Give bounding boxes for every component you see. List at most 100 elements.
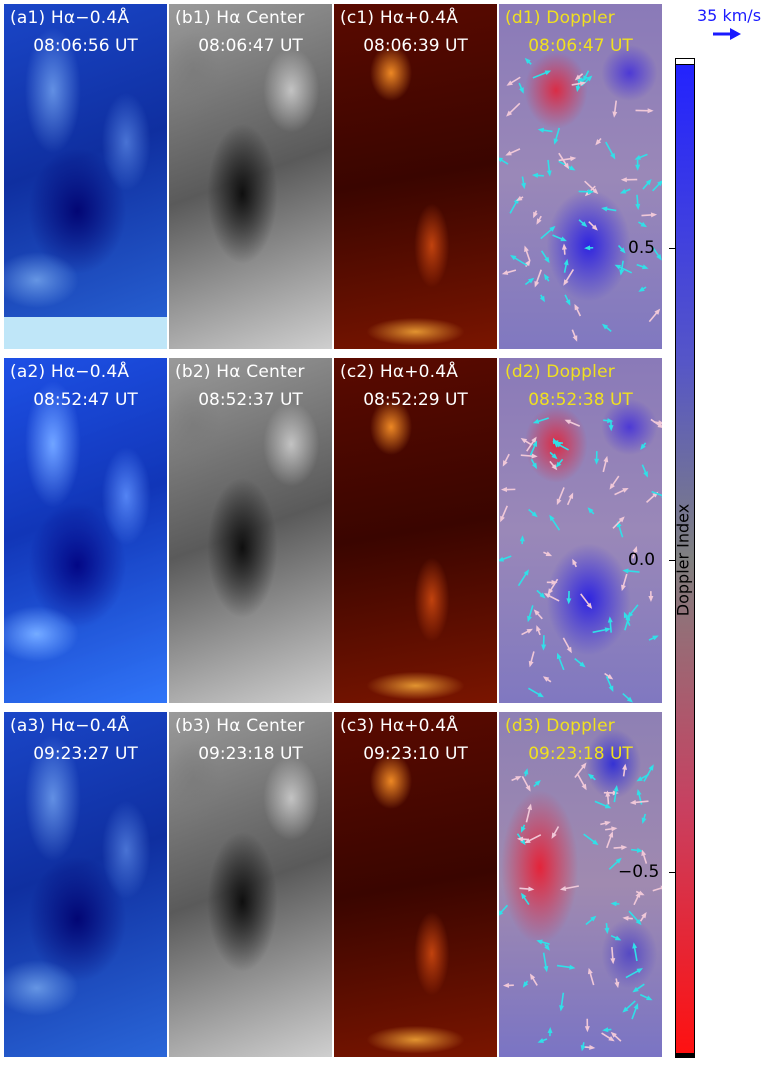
velocity-arrowhead [591,224,598,231]
velocity-arrowhead [565,299,571,306]
velocity-arrowhead [532,440,538,447]
velocity-arrowhead [537,127,545,133]
velocity-arrowhead [544,944,550,951]
velocity-arrowhead [537,1038,545,1043]
velocity-arrowhead [632,986,639,993]
velocity-arrowhead [602,1027,609,1033]
velocity-arrowhead [615,857,622,864]
colorbar-label: Doppler Index [673,503,693,617]
velocity-arrowhead [523,569,529,576]
velocity-arrowhead [556,652,562,660]
velocity-arrowhead [640,443,646,451]
velocity-arrowhead [652,635,659,641]
velocity-arrowhead [579,81,587,86]
velocity-arrowhead [658,420,662,426]
velocity-arrowhead [586,602,593,609]
velocity-arrowhead [632,942,638,949]
velocity-arrowhead [614,935,622,941]
velocity-arrowhead [645,179,652,186]
velocity-arrowhead [547,588,554,595]
velocity-arrowhead [595,139,602,146]
velocity-arrowhead [551,453,558,460]
velocity-arrowhead [622,915,629,921]
velocity-arrowhead [555,461,562,468]
velocity-arrowhead [613,785,619,792]
velocity-arrowhead [572,335,578,342]
velocity-arrowhead [604,627,612,633]
velocity-arrowhead [534,280,540,288]
velocity-arrowhead [622,487,629,493]
velocity-arrowhead [545,551,553,557]
panel-b1: (b1) Hα Center 08:06:47 UT [169,4,332,349]
panel-b3: (b3) Hα Center 09:23:18 UT [169,712,332,1057]
velocity-arrowhead [559,1005,565,1012]
velocity-arrowhead [632,545,638,553]
velocity-arrowhead [641,912,647,919]
colorbar-tick-0.0: 0.0 [628,550,656,570]
velocity-arrowhead [531,462,538,470]
velocity-arrowhead [656,254,662,261]
velocity-arrowhead [549,225,556,232]
velocity-arrowhead [559,886,567,891]
velocity-arrowhead [623,611,629,619]
velocity-arrowhead [594,458,600,465]
velocity-arrowhead [537,692,544,698]
velocity-arrowhead [579,661,586,668]
velocity-arrowhead [525,785,531,792]
velocity-arrowhead [648,764,654,771]
velocity-arrowhead [587,189,595,195]
panel-b1-label: (b1) Hα Center [175,8,305,28]
velocity-arrowhead [527,803,532,811]
velocity-arrowhead [620,177,627,183]
velocity-arrowhead [533,211,538,219]
velocity-arrowhead [592,188,599,195]
panel-a2-image [4,358,167,703]
velocity-arrowhead [539,592,546,599]
velocity-arrowhead [603,455,609,463]
panel-c2-time: 08:52:29 UT [363,390,468,410]
velocity-arrowhead [641,849,647,857]
velocity-arrowhead [643,471,648,478]
velocity-arrowhead [581,783,587,791]
velocity-arrowhead [629,799,637,805]
velocity-arrowhead [589,1044,596,1050]
velocity-arrowhead [647,108,654,114]
velocity-arrowhead [531,172,539,178]
velocity-arrowhead [657,422,662,428]
panel-c1-image [334,4,497,349]
velocity-arrowhead [531,511,538,518]
colorbar-tick-0.5: 0.5 [628,238,656,258]
velocity-arrowhead [569,165,576,171]
velocity-scale-arrow-icon [713,28,741,40]
velocity-arrowhead [505,150,512,156]
velocity-arrowhead [638,286,645,292]
velocity-arrowhead [506,80,513,86]
velocity-arrowhead [532,418,540,424]
velocity-arrowhead [642,264,649,270]
velocity-arrowhead [641,817,647,824]
velocity-arrowhead [554,442,562,448]
panel-b2: (b2) Hα Center 08:52:37 UT [169,358,332,703]
panel-d3-time: 09:23:18 UT [528,744,633,764]
panel-c1: (c1) Hα+0.4Å 08:06:39 UT [334,4,497,349]
panel-b1-time: 08:06:47 UT [198,36,303,56]
panel-c2-label: (c2) Hα+0.4Å [340,362,459,382]
panel-d2-image [499,358,662,703]
panel-c3-time: 09:23:10 UT [363,744,468,764]
panel-a1-image [4,4,167,349]
panel-d2-time: 08:52:38 UT [528,390,633,410]
velocity-arrow [652,887,662,892]
velocity-arrowhead [560,236,567,242]
velocity-arrowhead [612,111,618,118]
panel-d1-image [499,4,662,349]
panel-d3-velocity-arrows [499,762,662,1052]
velocity-arrowhead [539,295,545,303]
velocity-arrowhead [506,110,513,117]
velocity-arrowhead [553,138,559,145]
panel-a1-saturated-region [4,317,167,349]
velocity-arrowhead [520,892,527,900]
velocity-arrowhead [581,221,588,228]
velocity-arrowhead [622,568,629,574]
velocity-arrowhead [635,918,642,926]
panel-a1-time: 08:06:56 UT [33,36,138,56]
